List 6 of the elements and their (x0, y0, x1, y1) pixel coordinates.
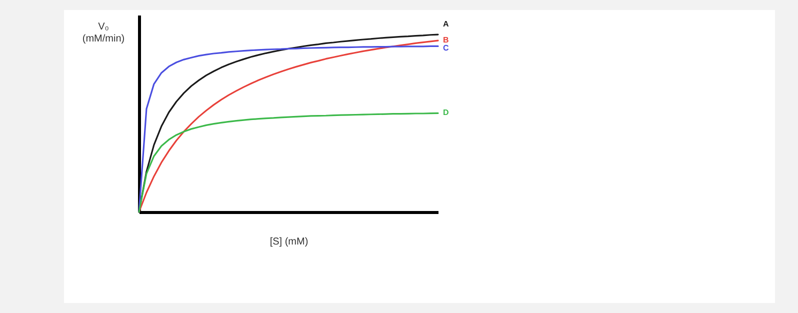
series-label: C (443, 44, 449, 53)
series-label: D (443, 108, 449, 118)
x-axis-title: [S] (mM) (270, 236, 308, 248)
y-axis-title: V₀ (mM/min) (82, 22, 125, 44)
series-label: B (443, 36, 449, 45)
series-label: A (443, 20, 449, 29)
